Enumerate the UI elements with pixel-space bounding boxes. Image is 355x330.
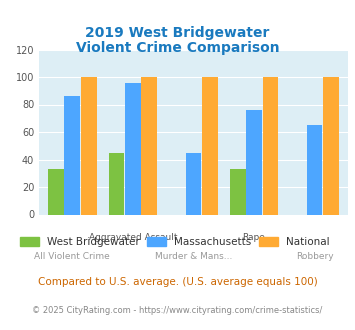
Text: Aggravated Assault: Aggravated Assault xyxy=(89,233,177,242)
Text: All Violent Crime: All Violent Crime xyxy=(34,252,110,261)
Bar xyxy=(125,82,141,214)
Text: Rape: Rape xyxy=(242,233,266,242)
Text: Murder & Mans...: Murder & Mans... xyxy=(155,252,232,261)
Text: Violent Crime Comparison: Violent Crime Comparison xyxy=(76,41,279,55)
Bar xyxy=(323,77,339,214)
Bar xyxy=(65,96,80,214)
Bar xyxy=(262,77,278,214)
Text: 2019 West Bridgewater: 2019 West Bridgewater xyxy=(85,26,270,40)
Bar xyxy=(81,77,97,214)
Bar xyxy=(230,169,246,214)
Text: Compared to U.S. average. (U.S. average equals 100): Compared to U.S. average. (U.S. average … xyxy=(38,277,317,287)
Bar xyxy=(186,152,201,214)
Bar xyxy=(48,169,64,214)
Bar xyxy=(246,110,262,214)
Text: Robbery: Robbery xyxy=(296,252,333,261)
Bar xyxy=(141,77,157,214)
Bar xyxy=(109,152,125,214)
Text: © 2025 CityRating.com - https://www.cityrating.com/crime-statistics/: © 2025 CityRating.com - https://www.city… xyxy=(32,306,323,315)
Bar xyxy=(307,125,322,214)
Legend: West Bridgewater, Massachusetts, National: West Bridgewater, Massachusetts, Nationa… xyxy=(16,233,334,251)
Bar xyxy=(202,77,218,214)
